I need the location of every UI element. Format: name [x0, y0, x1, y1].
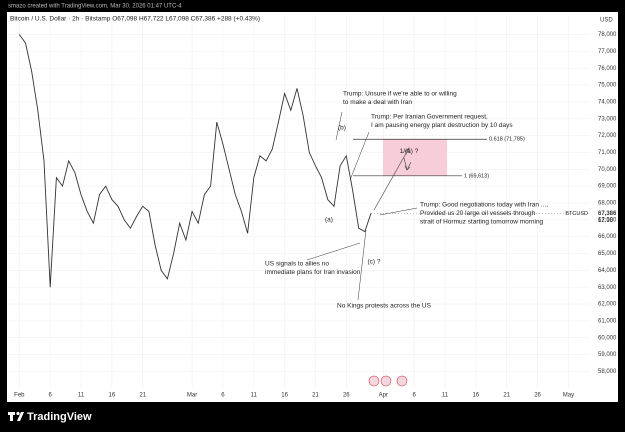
x-tick-label: 16: [473, 393, 480, 399]
wave-label: (c) ?: [368, 259, 381, 266]
y-tick-label: 63,000: [598, 285, 617, 291]
y-tick-label: 61,000: [598, 318, 617, 324]
annotation: to make a deal with Iran: [343, 99, 412, 106]
annotation: I am pausing energy plant destruction by…: [371, 122, 513, 129]
x-tick-label: 11: [251, 393, 258, 399]
icon: [380, 375, 392, 387]
annotation: No Kings protests across the US: [337, 303, 432, 310]
y-tick-label: 76,000: [598, 66, 617, 72]
x-tick-label: 26: [534, 393, 541, 399]
x-tick-label: Mar: [187, 393, 197, 399]
y-tick-label: 77,000: [598, 49, 617, 55]
x-tick-label: 26: [343, 393, 350, 399]
annotation: Trump: Good negotiations today with Iran…: [420, 202, 548, 209]
chart-area: [7, 12, 618, 402]
logo-slash: [17, 412, 24, 421]
current-price-label: 67,386: [598, 211, 617, 217]
y-tick-label: 65,000: [598, 251, 617, 257]
x-tick-label: 16: [109, 393, 116, 399]
annotation: Trump: Per Iranian Government request,: [371, 114, 488, 121]
countdown: 12:18: [598, 218, 614, 224]
y-tick-label: 78,000: [598, 32, 617, 38]
y-tick-label: 70,000: [598, 167, 617, 173]
fib-level-label: 0.618 (71,785): [489, 137, 525, 143]
leader-line: [349, 131, 370, 181]
x-tick-label: 6: [413, 393, 417, 399]
toolbar-icons: [368, 375, 408, 387]
logo-stem: [10, 412, 13, 421]
y-tick-label: 69,000: [598, 184, 617, 190]
x-tick-label: May: [563, 393, 574, 399]
fib-level-label: 1 (69,613): [464, 173, 489, 179]
leader-line: [306, 242, 361, 261]
annotation: Trump: Unsure if we're able to or willin…: [343, 91, 457, 98]
y-tick-label: 60,000: [598, 335, 617, 341]
annotation: strait of Hormuz starting tomorrow morni…: [420, 219, 544, 226]
projection-arrow: [373, 147, 410, 211]
y-tick-label: 74,000: [598, 99, 617, 105]
y-tick-label: 71,000: [598, 150, 617, 156]
y-tick-label: 62,000: [598, 302, 617, 308]
icon: [396, 375, 408, 387]
y-tick-label: 68,000: [598, 201, 617, 207]
y-tick-label: 58,000: [598, 369, 617, 375]
x-tick-label: Apr: [379, 393, 388, 399]
x-tick-label: 11: [442, 393, 449, 399]
watermark: smazo created with TradingView.com, Mar …: [8, 4, 182, 10]
price-line: [18, 34, 372, 288]
logo: [8, 411, 24, 421]
x-tick-label: Feb: [14, 393, 25, 399]
annotation: immediate plans for Iran invasion: [265, 269, 361, 276]
plot: [7, 16, 590, 388]
x-tick-label: 11: [78, 393, 85, 399]
annotation: US signals to allies no: [265, 261, 329, 268]
y-tick-label: 72,000: [598, 133, 617, 139]
y-tick-label: 73,000: [598, 116, 617, 122]
currency: USD: [600, 18, 613, 24]
leader-line: [379, 207, 418, 216]
y-tick-label: 67,000: [598, 217, 617, 223]
icon: [368, 375, 380, 387]
y-tick-label: 59,000: [598, 352, 617, 358]
x-tick-label: 16: [281, 393, 288, 399]
y-tick-label: 66,000: [598, 234, 617, 240]
x-tick-label: 21: [312, 393, 319, 399]
x-tick-label: 21: [139, 393, 146, 399]
x-tick-label: 21: [503, 393, 510, 399]
y-tick-label: 75,000: [598, 83, 617, 89]
brand: TradingView: [27, 411, 92, 423]
annotation: Provided us 20 large oil vessels through: [420, 210, 536, 217]
wave-label: (b): [338, 125, 346, 132]
symbol-label: BTCUSD: [565, 211, 588, 217]
leader-line: [357, 229, 367, 301]
target-zone: [383, 139, 447, 176]
projection-arrow: [403, 157, 412, 171]
wave-label: (a): [325, 217, 333, 224]
symbol-line: Bitcoin / U.S. Dollar · 2h · Bitstamp O6…: [10, 16, 260, 23]
y-tick-label: 64,000: [598, 268, 617, 274]
x-tick-label: 6: [221, 393, 225, 399]
logo-dot: [16, 411, 20, 416]
x-tick-label: 6: [49, 393, 53, 399]
leader-line: [335, 111, 343, 141]
